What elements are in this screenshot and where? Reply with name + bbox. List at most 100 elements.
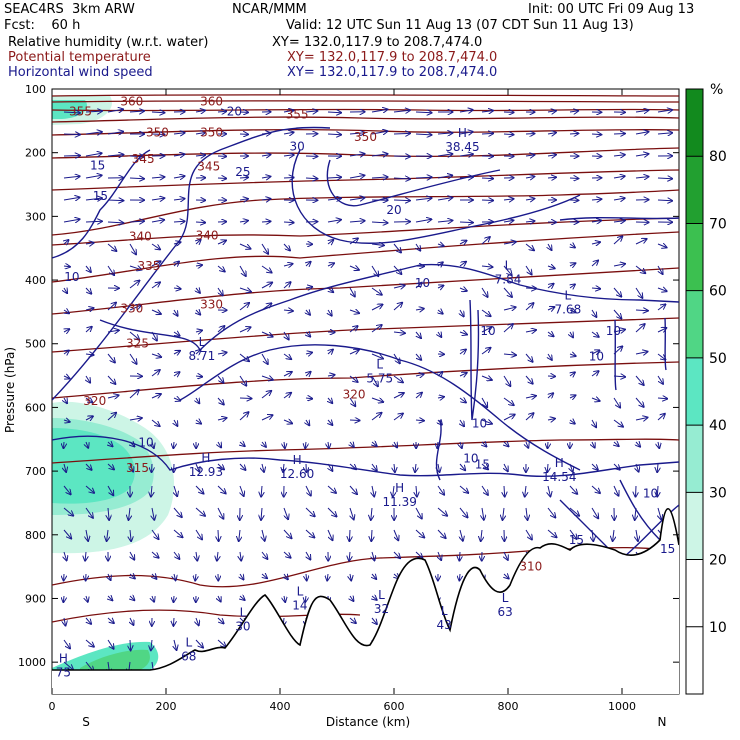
wind-vector bbox=[503, 354, 516, 355]
theta-label: 355 bbox=[69, 104, 92, 118]
wind-vector bbox=[548, 393, 553, 398]
wind-vector bbox=[481, 111, 493, 112]
wind-vector bbox=[261, 551, 267, 559]
wind-vector bbox=[569, 354, 576, 356]
wind-vector bbox=[240, 442, 245, 446]
extremum-value: 11.39 bbox=[383, 495, 417, 509]
wind-vector bbox=[262, 442, 266, 447]
wind-vector bbox=[64, 376, 70, 379]
wind-vector bbox=[547, 111, 556, 112]
wind-vector bbox=[371, 529, 372, 541]
wind-vector bbox=[415, 529, 424, 538]
wind-vector bbox=[261, 507, 262, 520]
wind-vector bbox=[547, 133, 556, 134]
wind-vector bbox=[196, 288, 200, 293]
wind-vector bbox=[327, 198, 341, 200]
wind-vector bbox=[327, 507, 337, 517]
wind-vector bbox=[437, 154, 452, 156]
wind-vector bbox=[525, 265, 532, 275]
wind-vector bbox=[173, 507, 182, 517]
extremum-marker: L bbox=[441, 604, 448, 618]
colorbar-segment bbox=[686, 89, 703, 157]
wind-vector bbox=[173, 617, 174, 626]
wind-vector bbox=[306, 262, 311, 266]
extremum-value: 7.84 bbox=[495, 273, 522, 287]
wind-vector bbox=[437, 221, 452, 223]
wind-vector bbox=[613, 463, 620, 470]
wind-vector bbox=[372, 442, 377, 446]
theta-contour bbox=[52, 100, 679, 103]
wind-vector bbox=[481, 133, 493, 134]
x-tick-label: 0 bbox=[49, 700, 56, 713]
wind-vector bbox=[283, 372, 292, 376]
wind-vector bbox=[284, 574, 288, 579]
wind-vector bbox=[349, 485, 357, 494]
wind-vector bbox=[349, 375, 358, 382]
wind-vector bbox=[437, 441, 438, 448]
wind-vector bbox=[460, 441, 462, 448]
wind-vector bbox=[503, 220, 513, 222]
wind-vector bbox=[570, 332, 573, 337]
wind-vector bbox=[129, 281, 139, 289]
field-rh-xy: XY= 132.0,117.9 to 208.7,474.0 bbox=[272, 35, 483, 50]
wind-vector bbox=[349, 551, 350, 561]
wind-vector bbox=[107, 243, 116, 251]
wind-vector bbox=[85, 463, 92, 470]
wind-vector bbox=[349, 175, 364, 178]
wind-vector bbox=[658, 441, 659, 448]
terrain-line bbox=[52, 507, 679, 671]
wind-vector bbox=[129, 331, 139, 340]
theta-label: 315 bbox=[126, 461, 149, 475]
wind-vector bbox=[328, 309, 332, 316]
wind-vector bbox=[195, 265, 202, 266]
wind-vector bbox=[107, 222, 123, 223]
theta-contour bbox=[52, 317, 679, 353]
wind-vector bbox=[415, 507, 422, 519]
wind-vector bbox=[130, 529, 131, 541]
wind-vector bbox=[64, 463, 66, 472]
wind-vector bbox=[63, 595, 64, 602]
wind-vector bbox=[547, 155, 556, 156]
wind-vector bbox=[151, 243, 160, 249]
theta-label: 345 bbox=[132, 152, 155, 166]
extremum-marker: L bbox=[505, 259, 512, 273]
wind-vector bbox=[196, 398, 199, 403]
wind-vector bbox=[525, 396, 536, 398]
wind-vector bbox=[459, 177, 473, 178]
wind-vector bbox=[415, 112, 432, 113]
wind-vector bbox=[371, 305, 383, 311]
wind-vector bbox=[173, 199, 185, 200]
wind-vector bbox=[86, 529, 88, 541]
wind-vector bbox=[416, 331, 421, 338]
wind-vector bbox=[393, 353, 400, 363]
wind-vector bbox=[305, 441, 306, 448]
wind-vector bbox=[152, 574, 156, 579]
wind-vector bbox=[64, 310, 69, 313]
x-tick-label: 1000 bbox=[608, 700, 636, 713]
wind-vector bbox=[63, 134, 80, 135]
wind-vector bbox=[195, 330, 202, 332]
wind-vector bbox=[635, 287, 642, 298]
wind-vector bbox=[261, 243, 268, 254]
wind-vector bbox=[635, 310, 648, 311]
extremum-value: 32 bbox=[374, 602, 389, 616]
wind-vector bbox=[371, 398, 383, 402]
y-tick-label: 700 bbox=[25, 465, 46, 478]
wind-speed-label: 10 bbox=[472, 416, 487, 430]
x-tick-label: 800 bbox=[498, 700, 519, 713]
wind-vector bbox=[107, 413, 116, 421]
wind-vector bbox=[460, 529, 463, 541]
wind-vector bbox=[261, 415, 273, 421]
extremum-marker: L bbox=[376, 357, 383, 371]
wind-vector bbox=[129, 305, 141, 311]
wind-vector bbox=[525, 134, 534, 135]
wind-vector bbox=[240, 551, 241, 561]
wind-vector bbox=[195, 376, 202, 377]
wind-vector bbox=[416, 243, 420, 251]
wind-vector bbox=[63, 156, 80, 157]
wind-vector bbox=[371, 325, 382, 333]
wind-vector bbox=[349, 463, 356, 469]
wind-vector bbox=[283, 178, 294, 179]
wind-vector bbox=[482, 442, 486, 447]
wind-vector bbox=[393, 529, 398, 540]
